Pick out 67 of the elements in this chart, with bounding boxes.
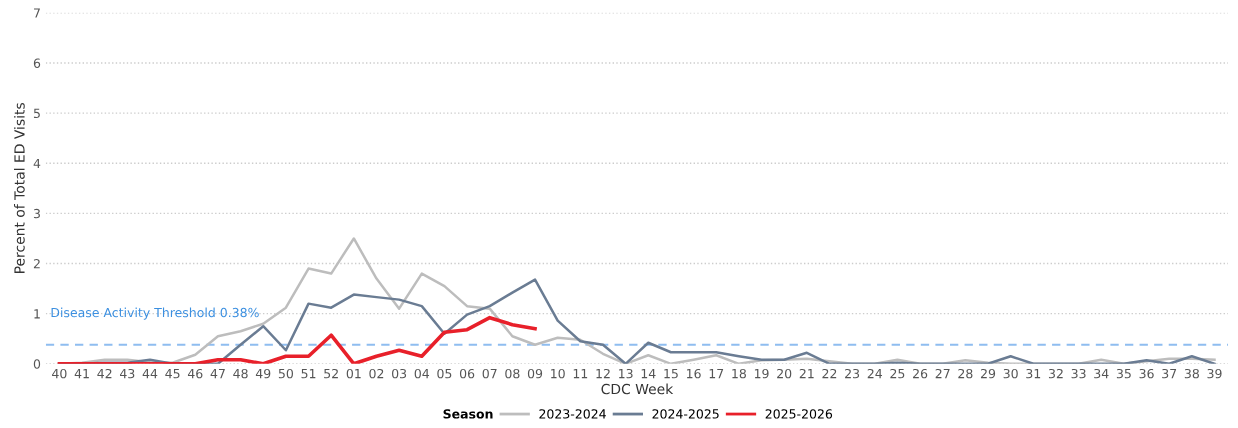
- x-tick-label: 13: [619, 368, 633, 379]
- x-tick-label: 09: [527, 368, 543, 379]
- x-tick-label: 42: [97, 368, 112, 379]
- x-tick-label: 01: [346, 368, 361, 379]
- x-tick-label: 03: [392, 368, 407, 379]
- x-tick-label: 36: [1139, 368, 1154, 379]
- x-tick-label: 39: [1207, 368, 1222, 379]
- x-tick-label: 24: [867, 368, 883, 379]
- x-tick-label: 12: [596, 368, 610, 379]
- x-tick-label: 16: [686, 368, 701, 379]
- x-tick-label: 45: [165, 369, 180, 379]
- legend-title: Season: [443, 409, 493, 419]
- x-tick-label: 15: [664, 369, 678, 379]
- x-tick-label: 06: [459, 368, 475, 379]
- x-tick-label: 22: [822, 368, 837, 379]
- x-tick-label: 30: [1003, 368, 1018, 379]
- x-tick-label: 34: [1094, 368, 1109, 379]
- x-tick-label: 05: [437, 368, 452, 379]
- y-tick-label: 3: [33, 208, 40, 219]
- x-tick-label: 32: [1048, 368, 1063, 379]
- y-axis-title: Percent of Total ED Visits: [13, 102, 25, 273]
- x-tick-label: 44: [142, 369, 158, 379]
- x-tick-label: 18: [732, 368, 746, 379]
- y-tick-label: 2: [33, 259, 40, 269]
- x-axis-title: CDC Week: [601, 383, 674, 395]
- legend-label: 2025-2026: [765, 409, 833, 419]
- x-tick-label: 37: [1162, 368, 1177, 379]
- x-tick-label: 07: [482, 368, 497, 379]
- x-tick-label: 43: [120, 368, 135, 379]
- x-tick-label: 47: [210, 369, 225, 379]
- x-tick-label: 14: [641, 369, 656, 379]
- x-tick-label: 51: [301, 369, 316, 379]
- x-tick-label: 26: [913, 368, 928, 379]
- x-tick-label: 28: [958, 368, 973, 379]
- y-tick-label: 7: [34, 8, 40, 18]
- x-tick-label: 50: [278, 368, 294, 379]
- x-tick-label: 29: [980, 368, 996, 379]
- x-tick-label: 17: [709, 369, 724, 379]
- x-tick-label: 35: [1116, 368, 1131, 379]
- x-tick-label: 21: [799, 368, 814, 379]
- x-tick-label: 11: [573, 369, 588, 379]
- x-tick-label: 10: [551, 368, 565, 379]
- x-tick-label: 48: [233, 368, 248, 379]
- x-tick-label: 19: [754, 368, 769, 379]
- x-tick-label: 08: [505, 368, 520, 379]
- x-tick-label: 41: [74, 369, 89, 379]
- y-tick-label: 1: [34, 309, 40, 319]
- x-tick-label: 27: [935, 368, 950, 379]
- x-tick-label: 25: [890, 368, 905, 379]
- x-tick-label: 46: [187, 368, 203, 379]
- x-tick-label: 38: [1184, 368, 1199, 379]
- y-tick-label: 6: [33, 58, 41, 68]
- x-tick-label: 49: [255, 368, 271, 379]
- x-tick-label: 04: [414, 368, 430, 379]
- ref-line-label: Disease Activity Threshold 0.38%: [51, 307, 259, 320]
- x-tick-label: 20: [777, 368, 792, 379]
- x-tick-label: 31: [1026, 368, 1041, 379]
- x-tick-label: 02: [369, 368, 384, 379]
- y-tick-label: 5: [33, 108, 40, 119]
- y-tick-label: 4: [33, 158, 41, 168]
- y-tick-label: 0: [33, 359, 41, 369]
- legend-label: 2024-2025: [652, 409, 719, 419]
- x-tick-label: 23: [845, 368, 860, 379]
- x-tick-label: 52: [324, 368, 338, 379]
- legend-label: 2023-2024: [539, 409, 606, 419]
- x-tick-label: 33: [1071, 368, 1086, 379]
- x-tick-label: 40: [52, 368, 67, 379]
